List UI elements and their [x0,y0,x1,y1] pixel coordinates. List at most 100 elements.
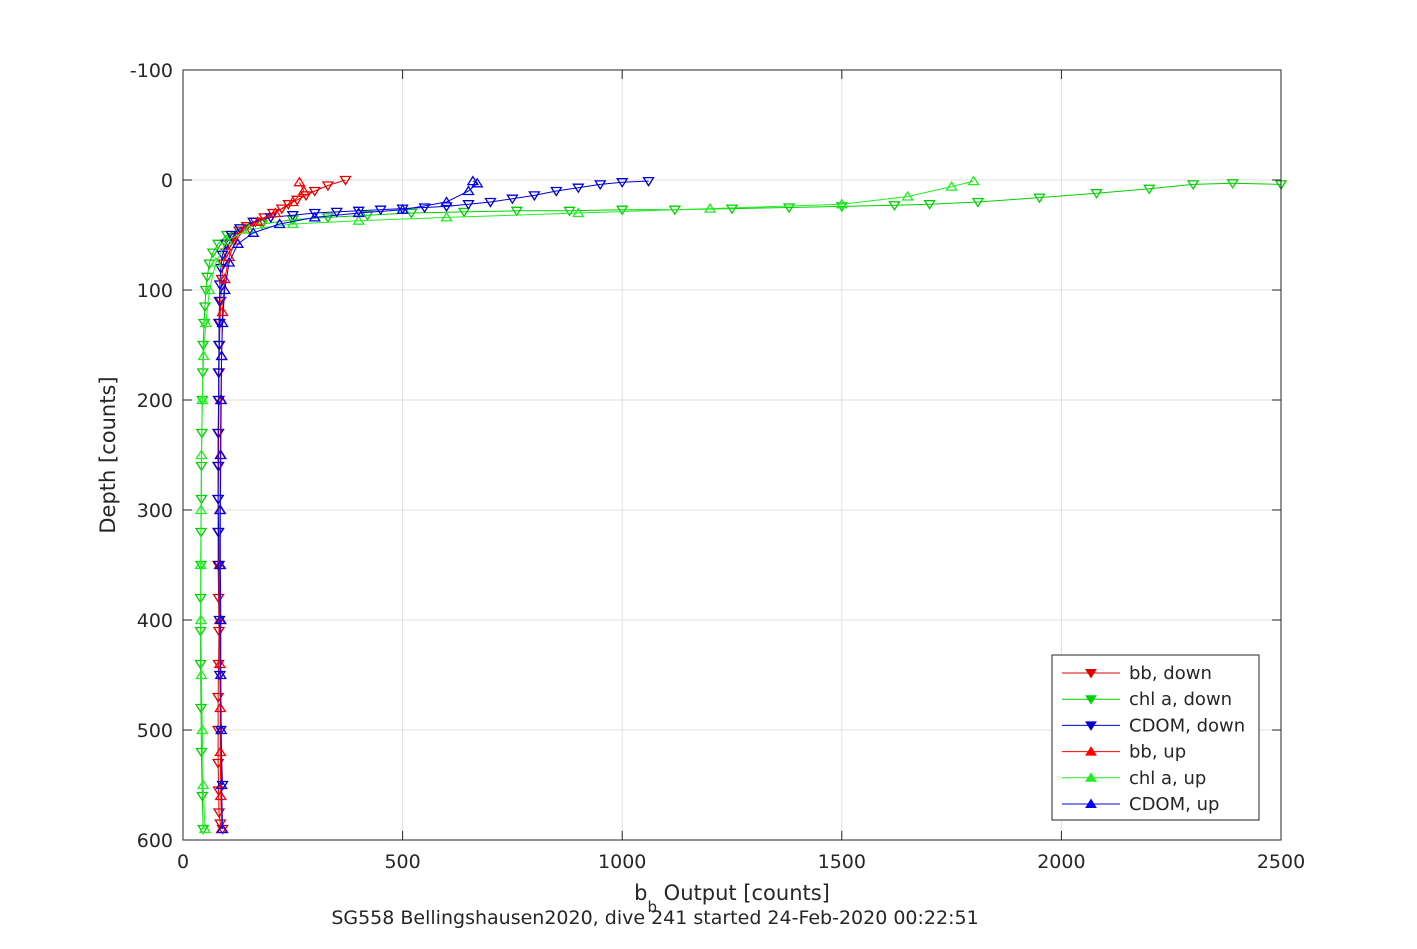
data-point [216,823,229,834]
y-tick-label: 200 [137,390,173,412]
legend-item: chl a, down [1062,689,1232,710]
data-point [440,211,453,222]
data-point [199,285,213,296]
legend: bb, down chl a, down CDOM, down bb, up chl a… [1051,654,1260,821]
data-point [1033,193,1046,204]
data-point [218,273,231,284]
data-point [194,504,208,515]
data-point [616,178,629,188]
data-point [225,230,238,241]
data-point [510,206,523,217]
y-axis-label: Depth [counts] [96,376,120,533]
x-axis-label-rest: Output [counts] [657,881,830,905]
data-point [330,207,343,218]
data-point [196,724,209,735]
legend-item: CDOM, down [1062,715,1245,736]
data-point [1090,189,1103,199]
data-point [212,527,225,538]
data-point [222,256,236,267]
x-axis-label-main: b [634,881,647,905]
series-line [200,180,974,830]
data-point [215,724,228,735]
data-point [220,234,234,245]
data-point [198,823,212,834]
data-point [616,205,629,216]
data-point [211,239,225,250]
data-point [782,203,796,214]
data-point [197,824,210,835]
data-point [971,197,985,208]
data-point [405,208,418,219]
data-point [197,779,210,790]
y-tick-label: 300 [137,500,173,522]
x-tick-label: 1500 [818,851,866,873]
data-point [213,658,227,669]
data-point [594,180,607,191]
data-point [572,207,585,218]
data-point [215,779,228,790]
data-point [563,206,576,217]
data-point [835,202,848,213]
legend-marker [1085,798,1097,808]
axes-box [182,69,1282,841]
data-point [218,284,231,295]
data-point [195,449,208,460]
data-point [273,218,286,229]
data-point [269,207,282,218]
data-point [484,197,497,208]
data-point [374,205,387,216]
data-point [642,176,655,187]
data-point [214,559,227,570]
data-point [214,504,227,515]
data-point [242,223,256,234]
data-point [195,747,208,758]
data-point [888,201,901,212]
legend-marker [1085,772,1097,782]
data-point [835,198,848,209]
data-point [457,207,471,218]
data-point [297,185,310,196]
data-point [258,213,271,224]
data-point [247,217,260,228]
legend-marker [1085,669,1097,679]
data-point [308,186,321,197]
data-point [213,280,227,291]
data-point [214,746,227,757]
data-point [308,208,321,219]
data-point [286,196,299,207]
data-point [194,659,207,670]
data-point [200,272,214,283]
figure-caption: SG558 Bellingshausen2020, dive 241 start… [331,907,978,929]
data-point [1143,184,1156,195]
data-point [214,614,227,625]
data-point [251,216,264,226]
data-point [195,669,208,680]
data-point [215,394,228,405]
legend-marker [1085,721,1097,731]
x-tick-label: 1000 [598,851,646,873]
data-point [194,703,208,714]
data-point [197,318,211,329]
data-point [212,626,226,637]
y-tick-label: 600 [137,830,173,852]
ticks: 0 500 1000 1500 2000 2500 -100 0 100 200 300 400 500… [130,60,1305,873]
data-point [286,215,299,226]
data-point [352,207,365,218]
data-point [440,202,453,213]
y-tick-label: 0 [161,170,173,192]
data-point [196,791,209,802]
legend-marker [1085,695,1097,705]
legend-label: chl a, down [1129,689,1232,710]
data-point [440,196,453,207]
y-tick-label: 100 [137,280,173,302]
data-point [203,284,216,295]
data-point [215,274,228,285]
x-tick-label: 500 [384,851,420,873]
data-point [214,449,227,460]
data-point [209,256,223,267]
data-point [1226,179,1239,190]
data-point [213,296,226,307]
data-point [352,214,365,225]
data-point [321,213,335,224]
